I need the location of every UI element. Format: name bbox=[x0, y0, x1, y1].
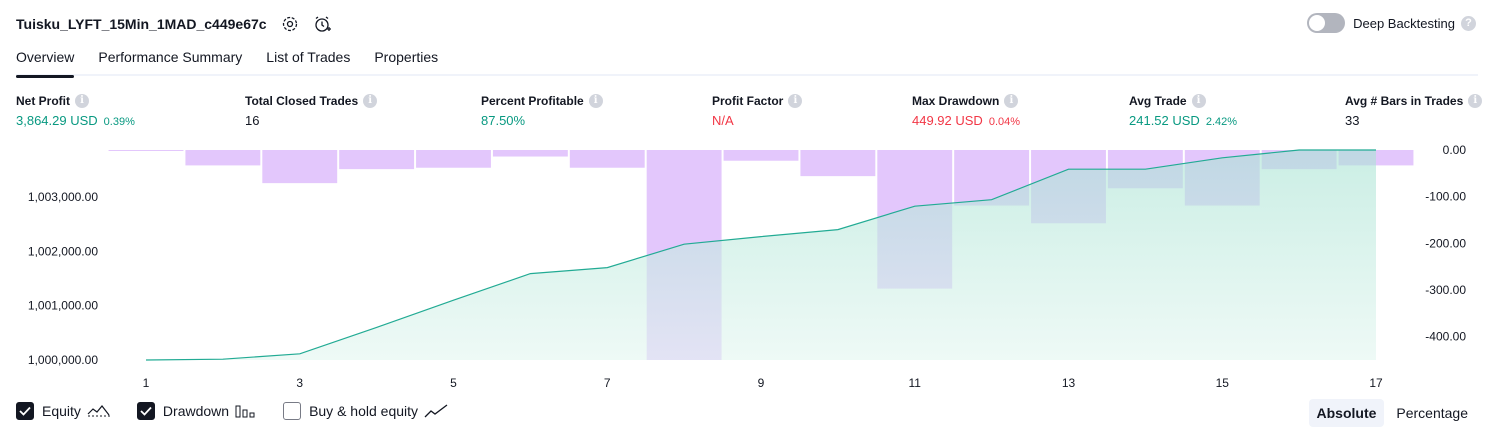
buy-hold-label: Buy & hold equity bbox=[309, 403, 419, 419]
metric-net-profit: Net Profit 3,864.29 USD 0.39% bbox=[16, 94, 135, 128]
drawdown-bar bbox=[800, 150, 876, 177]
metric-value: 449.92 USD bbox=[912, 113, 983, 128]
y-left-tick-label: 1,001,000.00 bbox=[28, 299, 98, 313]
metric-total-closed-trades: Total Closed Trades 16 bbox=[245, 94, 378, 128]
equity-checkbox[interactable] bbox=[16, 402, 34, 420]
equity-line-icon bbox=[87, 404, 111, 418]
drawdown-bar bbox=[108, 150, 184, 151]
info-icon[interactable] bbox=[363, 94, 378, 108]
x-tick-label: 13 bbox=[1062, 376, 1076, 390]
drawdown-bar bbox=[339, 150, 415, 170]
deep-backtesting-control: Deep Backtesting ? bbox=[1307, 13, 1476, 33]
x-tick-label: 11 bbox=[909, 376, 922, 390]
metric-label: Max Drawdown bbox=[912, 94, 1000, 108]
chart-legend-controls: Equity Drawdown Buy & hold equity bbox=[16, 402, 474, 420]
scale-mode-switch: Absolute Percentage bbox=[1305, 399, 1477, 427]
metric-percent: 2.42% bbox=[1205, 116, 1238, 128]
percentage-button[interactable]: Percentage bbox=[1396, 405, 1468, 421]
y-right-tick-label: -100.00 bbox=[1425, 190, 1466, 204]
metric-value: N/A bbox=[712, 113, 734, 128]
tab-overview[interactable]: Overview bbox=[16, 44, 75, 78]
metric-value: 3,864.29 USD bbox=[16, 113, 98, 128]
metric-percent: 0.04% bbox=[988, 116, 1021, 128]
metric-label: Avg # Bars in Trades bbox=[1345, 94, 1464, 108]
equity-label: Equity bbox=[42, 403, 81, 419]
tab-performance-summary[interactable]: Performance Summary bbox=[98, 49, 243, 65]
y-right-tick-label: -400.00 bbox=[1425, 330, 1466, 344]
x-tick-label: 9 bbox=[758, 376, 765, 390]
equity-toggle[interactable]: Equity bbox=[16, 402, 111, 420]
info-icon[interactable] bbox=[1468, 94, 1483, 108]
drawdown-checkbox[interactable] bbox=[136, 402, 155, 420]
drawdown-bar bbox=[492, 150, 568, 157]
settings-gear-icon[interactable] bbox=[281, 15, 299, 33]
x-tick-label: 3 bbox=[296, 376, 303, 390]
drawdown-label: Drawdown bbox=[162, 403, 230, 419]
drawdown-bar bbox=[185, 150, 261, 166]
drawdown-bars-icon bbox=[235, 404, 257, 418]
y-right-tick-label: -200.00 bbox=[1425, 236, 1466, 250]
equity-area bbox=[146, 150, 1376, 360]
alarm-add-icon[interactable] bbox=[313, 15, 331, 33]
info-icon[interactable] bbox=[788, 94, 803, 108]
strategy-name: Tuisku_LYFT_15Min_1MAD_c449e67c bbox=[16, 16, 267, 32]
info-icon[interactable] bbox=[75, 94, 89, 108]
metric-value: 16 bbox=[245, 113, 260, 128]
drawdown-bar bbox=[416, 150, 491, 168]
y-left-tick-label: 1,002,000.00 bbox=[28, 244, 98, 258]
x-tick-label: 1 bbox=[143, 376, 150, 390]
x-tick-label: 5 bbox=[450, 376, 457, 390]
metric-value: 87.50% bbox=[481, 113, 526, 128]
metric-label: Avg Trade bbox=[1129, 94, 1187, 108]
metric-value: 33 bbox=[1345, 113, 1360, 128]
tab-list-of-trades[interactable]: List of Trades bbox=[266, 49, 351, 65]
info-icon[interactable] bbox=[588, 94, 603, 108]
x-tick-label: 15 bbox=[1216, 376, 1230, 390]
buy-hold-toggle[interactable]: Buy & hold equity bbox=[283, 402, 448, 420]
help-icon[interactable]: ? bbox=[1461, 15, 1476, 31]
metric-avg-bars-in-trades: Avg # Bars in Trades 33 bbox=[1345, 94, 1483, 128]
y-left-tick-label: 1,000,000.00 bbox=[28, 353, 98, 367]
drawdown-bar bbox=[569, 150, 645, 168]
y-right-tick-label: 0.00 bbox=[1443, 143, 1467, 157]
strategy-header: Tuisku_LYFT_15Min_1MAD_c449e67c bbox=[16, 10, 331, 38]
metric-percent-profitable: Percent Profitable 87.50% bbox=[481, 94, 603, 128]
x-tick-label: 17 bbox=[1369, 376, 1383, 390]
y-left-tick-label: 1,003,000.00 bbox=[28, 190, 98, 204]
metric-avg-trade: Avg Trade 241.52 USD 2.42% bbox=[1129, 94, 1237, 128]
drawdown-bar bbox=[262, 150, 338, 184]
metric-label: Total Closed Trades bbox=[245, 94, 359, 108]
info-icon[interactable] bbox=[1004, 94, 1019, 108]
equity-drawdown-chart[interactable]: 1,003,000.00 1,002,000.00 1,001,000.00 1,00… bbox=[0, 140, 1494, 395]
metric-label: Profit Factor bbox=[712, 94, 784, 108]
x-tick-label: 7 bbox=[604, 376, 611, 390]
metric-percent: 0.39% bbox=[103, 116, 135, 128]
tab-bar: Overview Performance Summary List of Tra… bbox=[16, 44, 1478, 78]
equity-line bbox=[145, 149, 1376, 361]
drawdown-bar bbox=[723, 150, 799, 161]
buy-hold-checkbox[interactable] bbox=[283, 402, 302, 420]
absolute-button[interactable]: Absolute bbox=[1308, 399, 1385, 427]
info-icon[interactable] bbox=[1191, 94, 1206, 108]
tab-properties[interactable]: Properties bbox=[374, 49, 439, 65]
y-right-tick-label: -300.00 bbox=[1425, 283, 1466, 297]
metric-label: Percent Profitable bbox=[481, 94, 584, 108]
metric-profit-factor: Profit Factor N/A bbox=[712, 94, 803, 128]
buy-hold-line-icon bbox=[424, 404, 448, 418]
deep-backtesting-toggle[interactable] bbox=[1307, 13, 1346, 33]
metric-max-drawdown: Max Drawdown 449.92 USD 0.04% bbox=[912, 94, 1020, 128]
deep-backtesting-label: Deep Backtesting bbox=[1353, 15, 1455, 31]
drawdown-toggle[interactable]: Drawdown bbox=[136, 402, 257, 420]
metric-value: 241.52 USD bbox=[1129, 113, 1200, 128]
metric-label: Net Profit bbox=[16, 94, 70, 108]
